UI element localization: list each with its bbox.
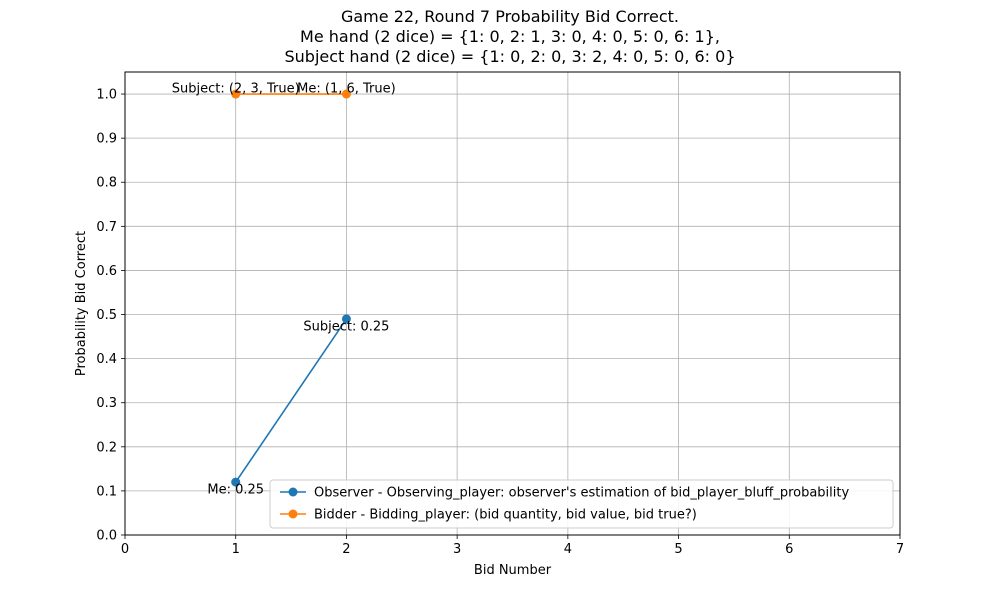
data-label: Subject: 0.25 xyxy=(303,319,389,334)
y-tick-label: 0.5 xyxy=(96,308,117,323)
series xyxy=(231,89,351,487)
y-tick-label: 0.9 xyxy=(96,132,117,147)
chart-title: Game 22, Round 7 Probability Bid Correct… xyxy=(284,7,735,66)
legend-entry: Observer - Observing_player: observer's … xyxy=(314,486,849,501)
data-label: Subject: (2, 3, True) xyxy=(172,82,300,97)
x-tick-label: 4 xyxy=(564,542,572,557)
y-tick-label: 0.7 xyxy=(96,220,117,235)
axis-ticks: 0 1 2 3 4 5 6 7 0.0 0.1 0.2 0.3 0.4 0.5 0.6 0.7 0.8 0.9 1.… xyxy=(96,88,904,557)
y-tick-label: 0.1 xyxy=(96,484,117,499)
legend: Observer - Observing_player: observer's … xyxy=(269,479,894,529)
y-tick-label: 0.0 xyxy=(96,529,117,544)
legend-marker xyxy=(288,487,298,497)
legend-entry: Bidder - Bidding_player: (bid quantity, … xyxy=(314,508,697,523)
grid xyxy=(124,72,901,536)
x-axis-label: Bid Number xyxy=(474,563,552,578)
x-tick-label: 3 xyxy=(453,542,461,557)
legend-marker xyxy=(288,509,298,519)
plot-area xyxy=(124,71,901,536)
data-point xyxy=(231,89,241,99)
data-point xyxy=(341,89,351,99)
title-line: Subject hand (2 dice) = {1: 0, 2: 0, 3: … xyxy=(284,47,735,66)
title-line: Game 22, Round 7 Probability Bid Correct… xyxy=(341,7,679,26)
x-tick-label: 0 xyxy=(121,542,129,557)
x-tick-label: 7 xyxy=(896,542,904,557)
x-tick-label: 1 xyxy=(232,542,240,557)
data-point xyxy=(231,477,241,487)
y-tick-label: 0.2 xyxy=(96,440,117,455)
y-tick-label: 0.4 xyxy=(96,352,117,367)
x-tick-label: 5 xyxy=(674,542,682,557)
data-point xyxy=(341,314,351,324)
y-tick-label: 1.0 xyxy=(96,88,117,103)
data-label: Me: (1, 6, True) xyxy=(297,82,396,97)
x-tick-label: 6 xyxy=(785,542,793,557)
y-axis-label: Probability Bid Correct xyxy=(74,231,89,376)
legend-box xyxy=(269,479,894,529)
series-line-0 xyxy=(235,318,348,483)
y-tick-label: 0.8 xyxy=(96,176,117,191)
point-labels: Me: 0.25 Subject: 0.25 Subject: (2, 3, Tru… xyxy=(172,82,396,498)
y-tick-label: 0.3 xyxy=(96,396,117,411)
x-tick-label: 2 xyxy=(342,542,350,557)
title-line: Me hand (2 dice) = {1: 0, 2: 1, 3: 0, 4:… xyxy=(300,27,720,46)
y-tick-label: 0.6 xyxy=(96,264,117,279)
data-label: Me: 0.25 xyxy=(207,483,264,498)
